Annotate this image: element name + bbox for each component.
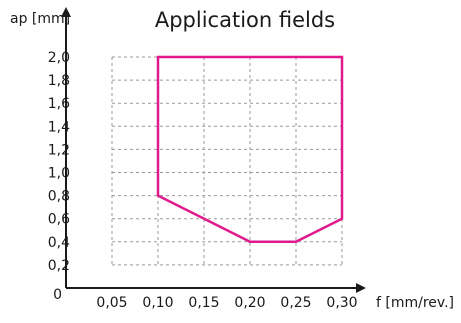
y-tick-label: 1,8 (48, 73, 70, 89)
x-tick-label: 0,10 (142, 295, 173, 311)
y-tick-label: 1,4 (48, 119, 70, 135)
axes (61, 7, 366, 293)
x-axis-arrow (356, 283, 366, 293)
x-tick-label: 0,20 (234, 295, 265, 311)
y-axis-arrow (61, 7, 71, 17)
y-tick-label: 0,2 (48, 258, 70, 274)
x-tick-label: 0,15 (188, 295, 219, 311)
y-tick-label: 1,0 (48, 166, 70, 182)
y-axis-label: ap [mm] (10, 11, 70, 27)
x-tick-label: 0,30 (326, 295, 357, 311)
series (156, 55, 344, 244)
x-axis-label: f [mm/rev.] (376, 295, 454, 311)
application-field-outline (156, 55, 344, 244)
y-tick-label: 1,6 (48, 96, 70, 112)
y-tick-label: 0,8 (48, 189, 70, 205)
x-tick-label: 0,05 (96, 295, 127, 311)
x-tick-label: 0,25 (280, 295, 311, 311)
y-tick-label: 1,2 (48, 142, 70, 158)
y-tick-label: 0 (53, 287, 62, 303)
chart-title: Application fields (155, 8, 335, 32)
y-tick-label: 0,6 (48, 212, 70, 228)
y-tick-label: 0,4 (48, 235, 70, 251)
grid (111, 56, 343, 266)
y-tick-label: 2,0 (48, 50, 70, 66)
tick-labels: 0,05 0,10 0,15 0,20 0,25 0,30 0 0,2 0,4 0,6 0,8 1,0… (48, 50, 358, 311)
